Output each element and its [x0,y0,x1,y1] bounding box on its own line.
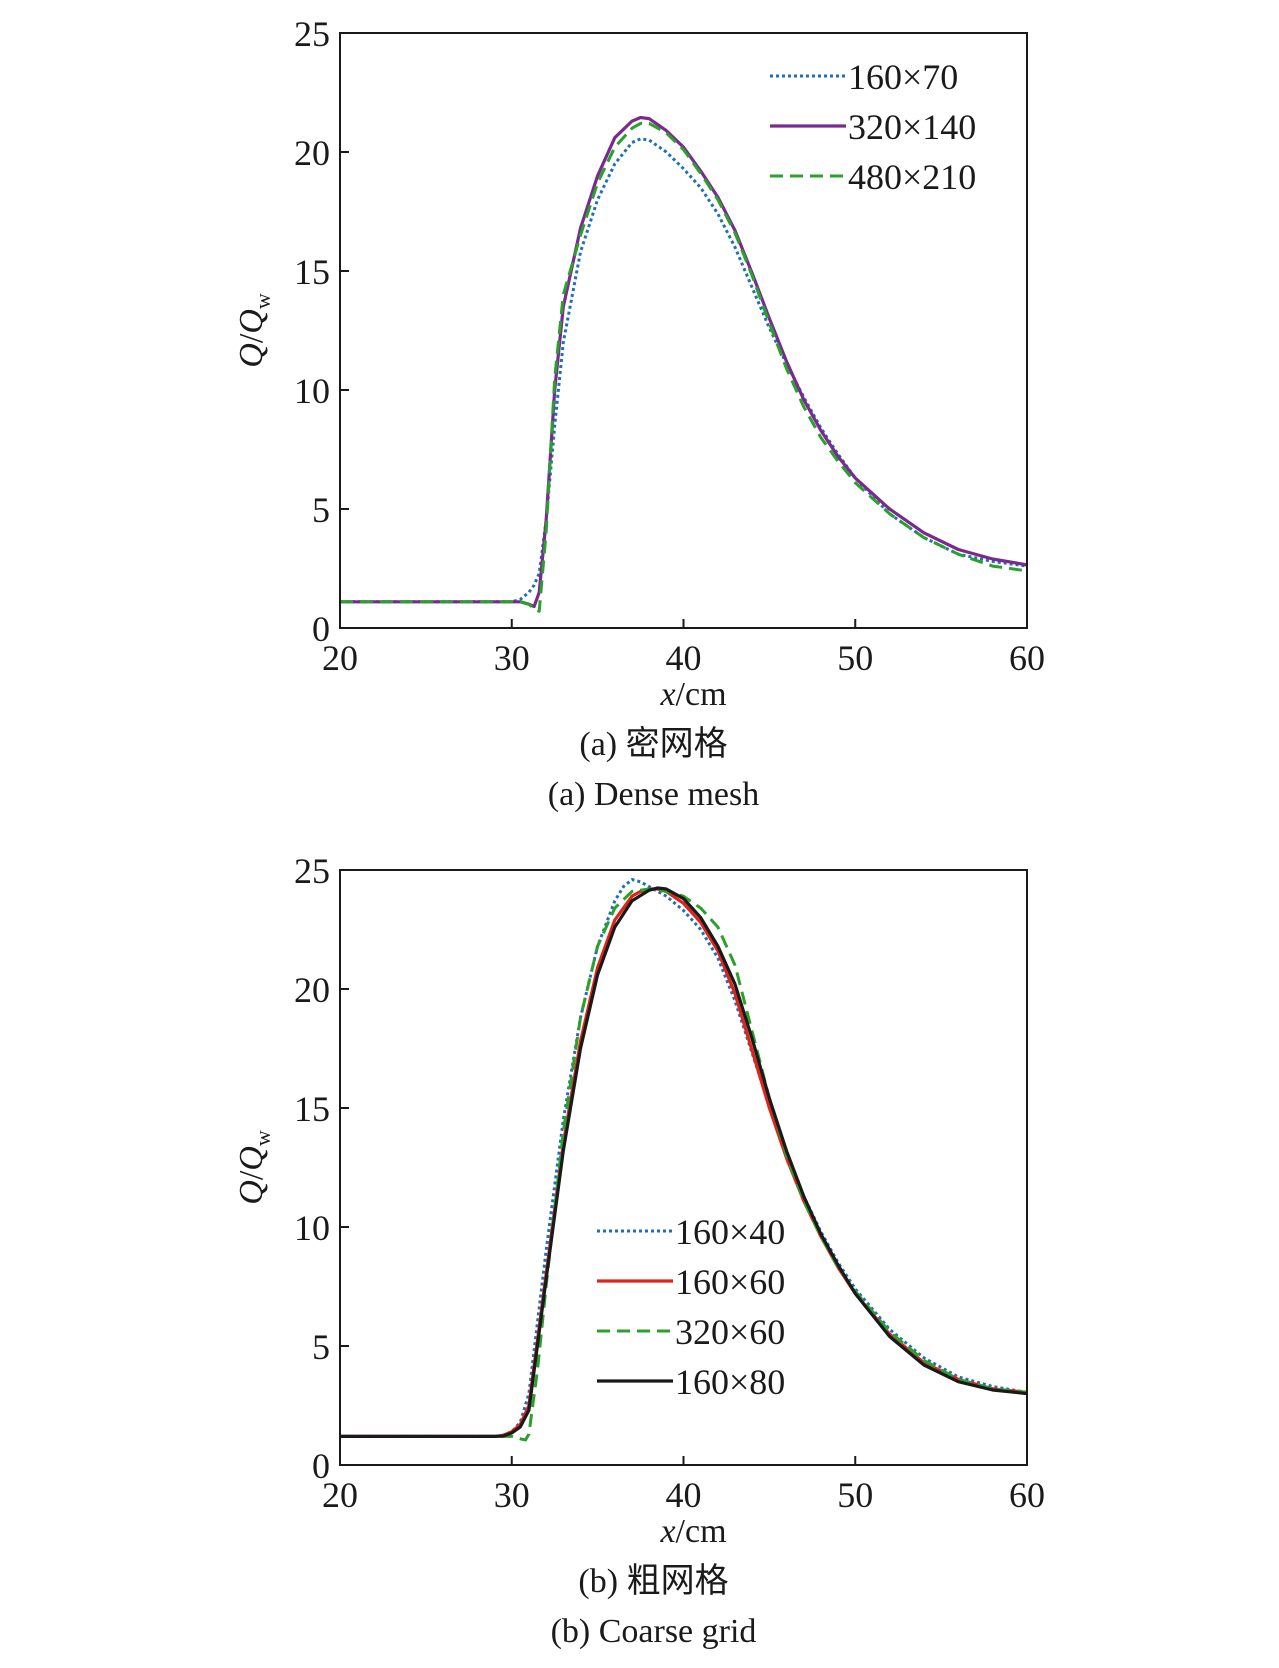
y-axis-label: Q/Qw [233,293,275,368]
series-line-3 [340,121,1027,613]
y-tick-label: 25 [294,14,330,54]
y-tick-label: 15 [294,1089,330,1129]
legend-label-1: 160×70 [848,57,958,97]
x-axis-label: x/cm [659,676,726,713]
x-tick-label: 50 [837,1475,873,1515]
legend-label-1: 160×40 [675,1212,785,1252]
x-tick-label: 60 [1009,1475,1045,1515]
caption-cn: (a) 密网格 [579,725,727,763]
legend-label-4: 160×80 [675,1362,785,1402]
caption-en: (b) Coarse grid [551,1613,757,1650]
y-tick-label: 20 [294,133,330,173]
legend-label-2: 160×60 [675,1262,785,1302]
y-tick-label: 5 [312,1327,330,1367]
x-axis-label: x/cm [659,1513,726,1550]
y-tick-label: 15 [294,252,330,292]
series-line-3 [340,887,1027,1442]
chart-panel-1: 20 30 40 50 60 0 5 10 15 20 25 x/cm Q/Qw 160×70 320×14… [233,14,1045,813]
series-line-2 [340,887,1027,1439]
series-line-2 [340,115,1027,609]
x-tick-label: 50 [837,638,873,678]
x-tick-label: 30 [494,638,530,678]
series-line-1 [340,878,1027,1438]
chart-panel-2: 20 30 40 50 60 0 5 10 15 20 25 x/cm Q/Qw 160×40 160×60… [233,851,1045,1650]
y-tick-label: 0 [312,1446,330,1486]
y-tick-label: 10 [294,1208,330,1248]
x-tick-label: 20 [322,1475,358,1515]
y-tick-label: 25 [294,851,330,891]
x-tick-label: 30 [494,1475,530,1515]
x-tick-label: 40 [666,1475,702,1515]
caption-cn: (b) 粗网格 [578,1562,728,1600]
x-tick-label: 40 [666,638,702,678]
legend-label-3: 320×60 [675,1312,785,1352]
y-tick-label: 20 [294,970,330,1010]
y-axis-label: Q/Qw [233,1130,275,1205]
y-tick-label: 0 [312,609,330,649]
y-tick-label: 5 [312,490,330,530]
legend-label-2: 320×140 [848,107,976,147]
legend-label-3: 480×210 [848,157,976,197]
y-tick-label: 10 [294,371,330,411]
x-tick-label: 60 [1009,638,1045,678]
caption-en: (a) Dense mesh [548,776,759,813]
series-line-4 [340,886,1027,1439]
x-tick-label: 20 [322,638,358,678]
